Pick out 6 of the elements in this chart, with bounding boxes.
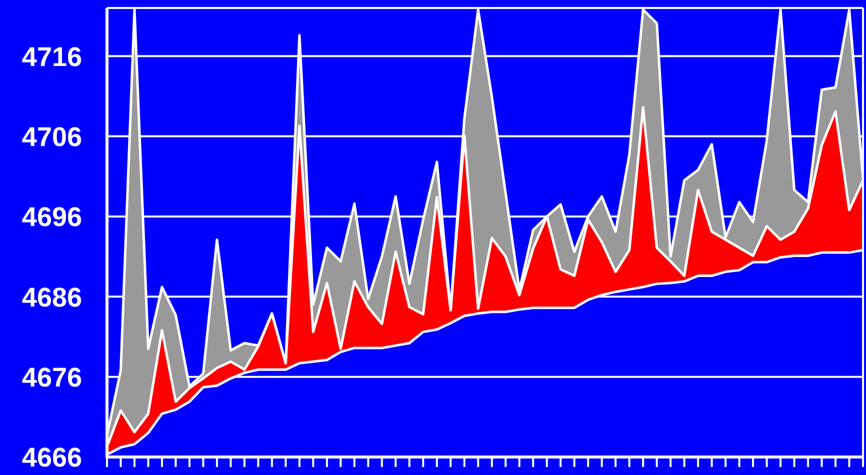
- y-tick-label: 4696: [22, 202, 82, 232]
- y-tick-label: 4686: [22, 282, 82, 312]
- y-tick-label: 4716: [22, 42, 82, 72]
- y-tick-label: 4676: [22, 362, 82, 393]
- y-tick-label: 4706: [22, 122, 82, 152]
- y-tick-label: 4666: [22, 442, 82, 473]
